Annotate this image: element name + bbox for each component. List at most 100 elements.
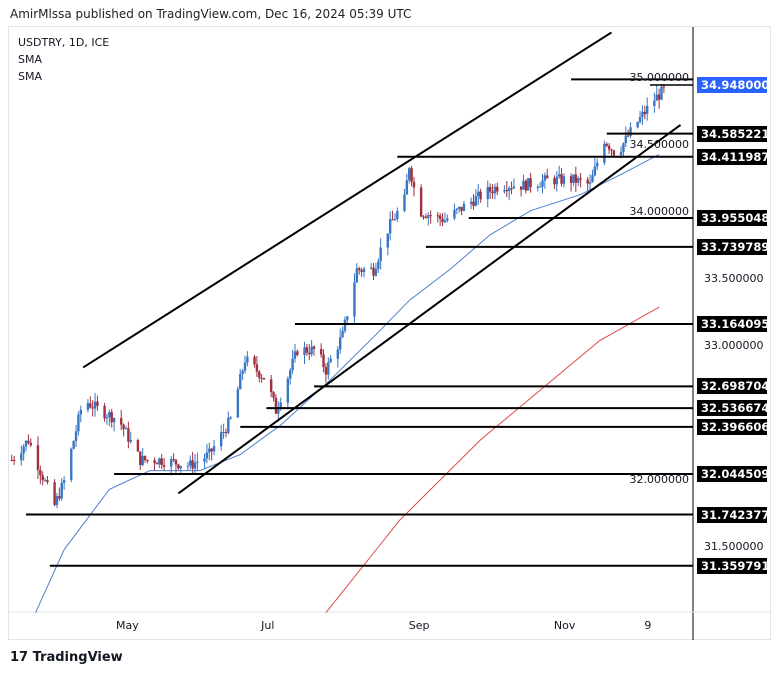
time-tick: Nov — [553, 619, 576, 632]
candle-body — [74, 431, 78, 442]
candle-body — [258, 371, 261, 378]
time-tick: Sep — [408, 619, 430, 632]
candle-body — [224, 431, 228, 433]
candle-body — [22, 446, 25, 454]
candle-body — [443, 220, 447, 223]
level-price-label: 34.585221 — [697, 125, 769, 142]
candle-body — [505, 190, 508, 192]
candle-body — [141, 455, 144, 465]
candle-body — [519, 186, 523, 190]
candle-body — [660, 86, 663, 100]
candle-body — [424, 216, 428, 218]
candle-body — [24, 440, 28, 447]
candle-body — [353, 282, 356, 317]
candle-body — [93, 401, 97, 409]
candle-body — [186, 465, 190, 467]
candle-body — [105, 417, 109, 419]
candle-body — [605, 143, 608, 146]
candle-body — [77, 414, 80, 432]
sma-indicator-1[interactable]: SMA — [18, 53, 42, 66]
candle-body — [205, 452, 209, 459]
candle-body — [274, 397, 278, 414]
candle-body — [369, 267, 373, 269]
candle-body — [655, 94, 658, 101]
candle-body — [58, 496, 61, 499]
level-price-label: 33.164095 — [697, 316, 769, 332]
candle-body — [562, 176, 566, 184]
candle-body — [396, 211, 399, 220]
sma-indicator-2[interactable]: SMA — [18, 70, 42, 83]
candle-body — [638, 116, 642, 122]
candle-body — [588, 182, 592, 184]
level-price-label: 32.536674 — [697, 400, 769, 417]
time-tick: May — [116, 619, 139, 632]
candle-body — [79, 409, 82, 415]
candle-body — [653, 100, 656, 106]
candle-body — [329, 358, 332, 363]
candle-body — [339, 337, 342, 350]
candle-body — [569, 176, 573, 183]
candle-body — [143, 455, 147, 460]
candle-body — [453, 209, 456, 219]
level-price-label: 33.739789 — [697, 238, 769, 255]
candle-body — [512, 186, 516, 189]
chart-frame — [8, 26, 771, 640]
candle-body — [193, 462, 197, 469]
time-tick: 9 — [644, 619, 652, 632]
tv-logo-icon: 𝟭𝟳 — [10, 650, 33, 665]
candle-body — [55, 496, 59, 505]
candle-body — [388, 219, 392, 234]
candle-body — [572, 174, 575, 183]
candle-body — [474, 196, 478, 206]
candle-body — [412, 181, 416, 188]
candle-body — [108, 412, 111, 418]
candle-body — [577, 178, 580, 183]
tradingview-logo[interactable]: 𝟭𝟳 TradingView — [10, 650, 123, 665]
candle-body — [243, 362, 247, 371]
candle-body — [524, 180, 528, 191]
candle-body — [646, 105, 649, 114]
price-tick: 33.500000 — [704, 272, 764, 285]
candle-body — [189, 460, 192, 466]
candle-body — [239, 373, 242, 390]
candle-body — [210, 448, 213, 452]
candle-body — [586, 179, 589, 184]
candle-body — [596, 162, 599, 167]
candle-body — [422, 216, 425, 218]
candle-body — [179, 465, 182, 469]
candle-body — [227, 417, 230, 433]
candle-body — [372, 267, 375, 276]
candle-body — [170, 459, 173, 467]
price-tick: 34.000000 — [629, 205, 690, 218]
candle-body — [286, 378, 290, 403]
candle-body — [377, 261, 380, 269]
price-tick: 31.500000 — [704, 540, 764, 553]
candle-body — [529, 178, 532, 188]
candle-body — [279, 402, 282, 409]
candle-body — [246, 356, 249, 363]
level-price-label: 34.411987 — [697, 148, 769, 165]
candle-body — [146, 459, 149, 461]
candle-body — [153, 460, 156, 464]
candle-body — [446, 218, 449, 221]
candle-body — [60, 482, 63, 499]
candle-body — [408, 168, 411, 181]
candle-body — [405, 180, 409, 195]
candle-body — [89, 403, 92, 408]
symbol-label[interactable]: USDTRY, 1D, ICE — [18, 36, 110, 49]
candle-body — [403, 194, 406, 212]
price-tick: 33.000000 — [704, 339, 764, 352]
candle-body — [39, 469, 42, 476]
candle-body — [103, 405, 106, 419]
level-price-label: 31.742377 — [697, 506, 769, 523]
candle-body — [220, 432, 223, 447]
candle-body — [560, 174, 563, 184]
candle-body — [269, 379, 273, 392]
candle-body — [593, 166, 597, 176]
candle-body — [289, 370, 292, 379]
candle-body — [327, 362, 330, 375]
candle-body — [155, 463, 159, 465]
candle-body — [322, 354, 325, 368]
candle-body — [341, 330, 344, 338]
